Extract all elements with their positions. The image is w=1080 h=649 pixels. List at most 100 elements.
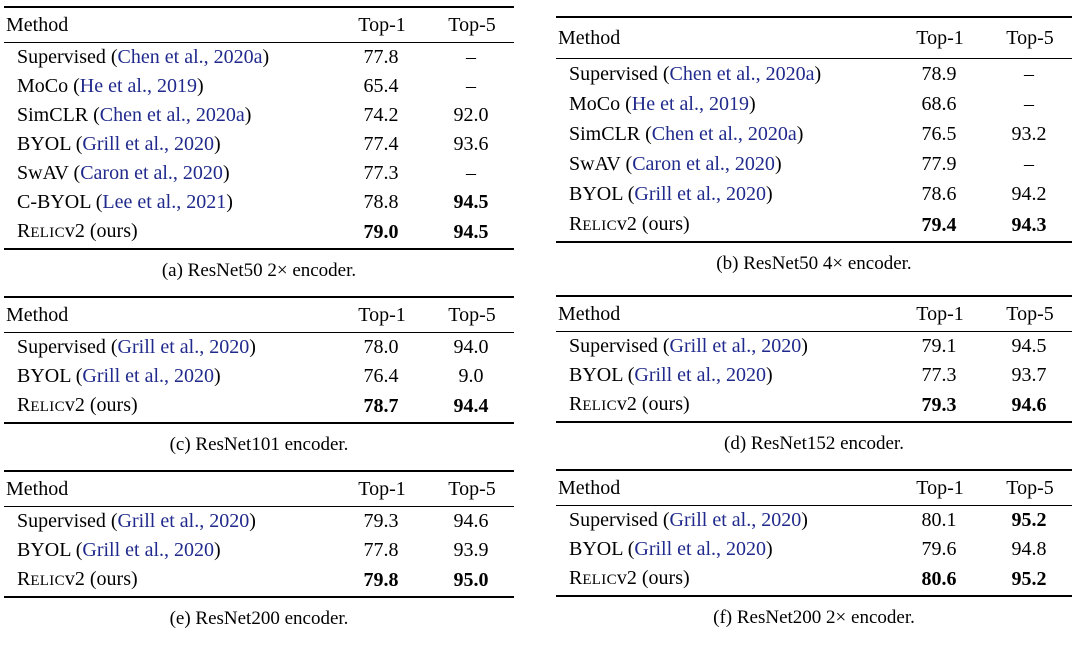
top1-cell: 78.7 — [363, 395, 399, 417]
table-row: SwAV (Caron et al., 2020) 77.9 – — [556, 149, 1072, 179]
method-name-smallcaps: ELIC — [582, 217, 617, 234]
top1-cell: 74.2 — [363, 104, 399, 126]
method-name: BYOL ( — [569, 364, 635, 386]
method-cell: BYOL (Grill et al., 2020) — [4, 130, 334, 159]
method-name: BYOL ( — [17, 365, 83, 387]
table-row: BYOL (Grill et al., 2020) 77.3 93.7 — [556, 361, 1072, 390]
top1-cell: 79.3 — [363, 510, 399, 532]
top5-cell: 95.0 — [453, 569, 489, 591]
method-name: ) — [774, 152, 782, 175]
citation-link[interactable]: Grill et al., 2020 — [634, 182, 767, 205]
header-row: Method Top-1 Top-5 — [556, 17, 1072, 59]
top1-cell: 79.3 — [921, 394, 957, 416]
method-name: ) — [748, 92, 756, 115]
method-cell: BYOL (Grill et al., 2020) — [4, 362, 334, 391]
top5-cell: 93.7 — [1011, 364, 1047, 386]
method-name: ) — [214, 365, 221, 387]
citation-link[interactable]: Chen et al., 2020a — [99, 104, 245, 126]
method-name: ) — [222, 162, 230, 184]
column-header-top5: Top-5 — [428, 297, 514, 333]
citation-link[interactable]: Grill et al., 2020 — [634, 364, 767, 386]
table-row: C-BYOL (Lee et al., 2021) 78.8 94.5 — [4, 188, 514, 217]
method-name: SwAV ( — [17, 162, 81, 184]
method-name-smallcaps: ELIC — [30, 225, 65, 241]
table-row: BYOL (Grill et al., 2020) 79.6 94.8 — [556, 535, 1072, 564]
header-row: Method Top-1 Top-5 — [556, 296, 1072, 332]
column-header-method: Method — [556, 296, 892, 332]
top5-cell: – — [466, 75, 476, 97]
column-header-top5: Top-5 — [986, 470, 1072, 506]
citation-link[interactable]: Caron et al., 2020 — [80, 162, 223, 184]
method-cell: BYOL (Grill et al., 2020) — [556, 535, 892, 564]
method-name: ) — [796, 122, 804, 145]
method-cell: RELICv2 (ours) — [556, 209, 892, 242]
method-name: MoCo ( — [17, 75, 80, 97]
top5-cell: – — [1024, 62, 1034, 85]
top1-cell: 68.6 — [921, 92, 957, 115]
table-row: BYOL (Grill et al., 2020) 77.4 93.6 — [4, 130, 514, 159]
column-header-method: Method — [556, 470, 892, 506]
top5-cell: 95.2 — [1011, 509, 1047, 531]
method-name: SimCLR ( — [17, 104, 100, 126]
method-suffix: (ours) — [84, 394, 138, 416]
citation-link[interactable]: Grill et al., 2020 — [634, 538, 767, 560]
method-name: R — [569, 567, 583, 589]
method-cell: MoCo (He et al., 2019) — [4, 72, 334, 101]
top5-cell: – — [466, 46, 476, 68]
citation-link[interactable]: Grill et al., 2020 — [669, 335, 802, 357]
method-cell: C-BYOL (Lee et al., 2021) — [4, 188, 334, 217]
citation-link[interactable]: Grill et al., 2020 — [117, 510, 250, 532]
method-name: ) — [249, 510, 256, 532]
table-row: Supervised (Grill et al., 2020) 78.0 94.0 — [4, 333, 514, 363]
citation-link[interactable]: Chen et al., 2020a — [117, 46, 263, 68]
citation-link[interactable]: Grill et al., 2020 — [82, 133, 215, 155]
citation-link[interactable]: Grill et al., 2020 — [82, 539, 215, 561]
citation-link[interactable]: Chen et al., 2020a — [669, 62, 815, 85]
method-name: BYOL ( — [17, 133, 83, 155]
column-header-top1: Top-1 — [334, 297, 428, 333]
citation-link[interactable]: He et al., 2019 — [79, 75, 197, 97]
method-name: ) — [214, 539, 221, 561]
table-row: RELICv2 (ours) 80.6 95.2 — [556, 564, 1072, 596]
method-name: ) — [766, 364, 773, 386]
top1-cell: 79.8 — [363, 569, 399, 591]
table-row: RELICv2 (ours) 79.4 94.3 — [556, 209, 1072, 242]
method-cell: SimCLR (Chen et al., 2020a) — [556, 119, 892, 149]
method-name: R — [17, 220, 31, 242]
method-name: v2 — [616, 212, 637, 235]
top1-cell: 77.3 — [363, 162, 399, 184]
method-name: BYOL ( — [17, 539, 83, 561]
top5-cell: 94.6 — [453, 510, 489, 532]
method-name: R — [17, 568, 31, 590]
method-name-smallcaps: ELIC — [582, 398, 617, 414]
header-row: Method Top-1 Top-5 — [556, 470, 1072, 506]
citation-link[interactable]: Grill et al., 2020 — [117, 336, 250, 358]
right-column: Method Top-1 Top-5 Supervised (Chen et al.,… — [556, 0, 1072, 644]
table-row: SimCLR (Chen et al., 2020a) 74.2 92.0 — [4, 101, 514, 130]
method-cell: MoCo (He et al., 2019) — [556, 89, 892, 119]
table-row: RELICv2 (ours) 79.8 95.0 — [4, 565, 514, 597]
top5-cell: 94.6 — [1011, 394, 1047, 416]
method-name: v2 — [64, 568, 85, 590]
citation-link[interactable]: He et al., 2019 — [631, 92, 749, 115]
method-name: ) — [801, 509, 808, 531]
citation-link[interactable]: Lee et al., 2021 — [102, 191, 227, 213]
method-name: Supervised ( — [17, 510, 118, 532]
top1-cell: 79.1 — [921, 335, 957, 357]
top1-cell: 79.6 — [921, 538, 957, 560]
top1-cell: 78.8 — [363, 191, 399, 213]
table-caption-e: (e) ResNet200 encoder. — [169, 608, 349, 629]
top5-cell: 94.0 — [453, 336, 489, 358]
left-column: Method Top-1 Top-5 Supervised (Chen et al.,… — [4, 0, 514, 644]
citation-link[interactable]: Grill et al., 2020 — [669, 509, 802, 531]
citation-link[interactable]: Grill et al., 2020 — [82, 365, 215, 387]
citation-link[interactable]: Chen et al., 2020a — [651, 122, 797, 145]
method-cell: BYOL (Grill et al., 2020) — [4, 536, 334, 565]
method-name: C-BYOL ( — [17, 191, 103, 213]
top5-cell: 95.2 — [1011, 568, 1047, 590]
citation-link[interactable]: Caron et al., 2020 — [632, 152, 775, 175]
method-name: v2 — [616, 393, 637, 415]
method-cell: RELICv2 (ours) — [556, 390, 892, 422]
method-name: BYOL ( — [569, 182, 635, 205]
